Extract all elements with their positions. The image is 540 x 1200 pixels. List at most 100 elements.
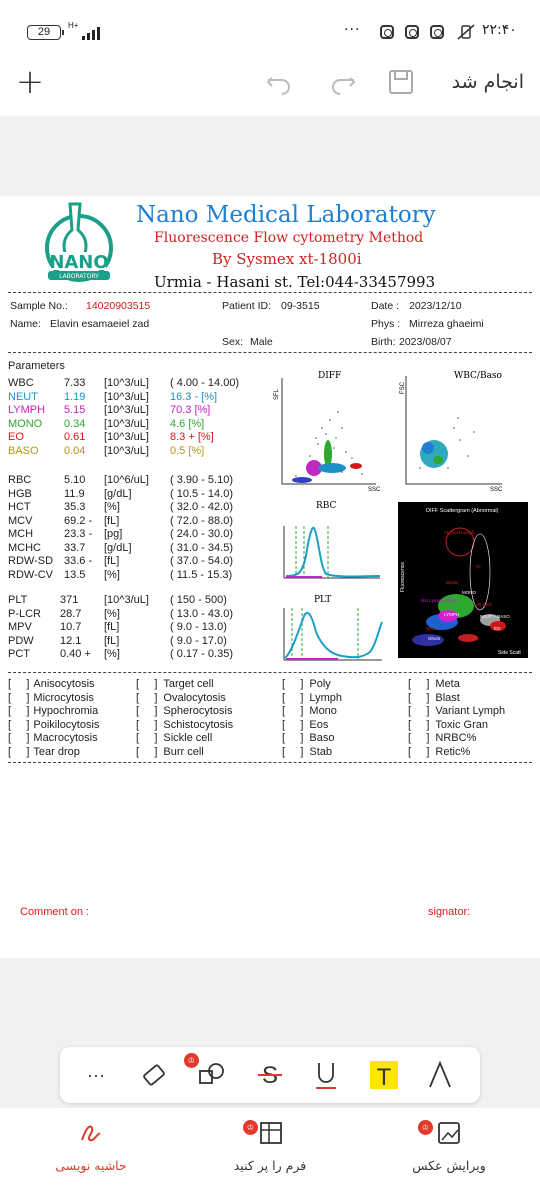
birth-label: Birth: bbox=[371, 336, 396, 348]
rbc-value-hct: 35.3 bbox=[64, 501, 86, 513]
plt-unit-p-lcr: [%] bbox=[104, 607, 120, 620]
morphology-checkbox-item: [ ] Hypochromia bbox=[8, 705, 99, 719]
wbc-range-neut: 16.3 - [%] bbox=[170, 390, 218, 403]
highlight-icon[interactable]: T bbox=[366, 1057, 402, 1093]
network-type: H+ bbox=[68, 21, 79, 30]
battery-indicator: 29 bbox=[27, 25, 64, 40]
morphology-label: Target cell bbox=[163, 678, 214, 690]
checkbox-bracket: [ ] bbox=[282, 691, 304, 704]
checkbox-bracket: [ ] bbox=[408, 732, 430, 744]
done-button[interactable]: انجام شد bbox=[451, 71, 524, 93]
checkbox-bracket: [ ] bbox=[8, 691, 30, 704]
scatter-label-lymph: LYMPH bbox=[444, 612, 459, 617]
annotation-toolbar: ··· ♔ S T bbox=[60, 1047, 480, 1103]
morphology-checkbox-item: [ ] Ovalocytosis bbox=[136, 692, 233, 706]
scatter-label-neut-baso: NEUT + BASO bbox=[480, 614, 510, 619]
morphology-label: Blast bbox=[435, 691, 460, 704]
rbc-param-units: [10^6/uL] [g/dL] [%] [fL] [pg] [g/dL] [fL] [%] bbox=[104, 474, 149, 582]
premium-badge-icon: ♔ bbox=[243, 1120, 258, 1135]
rbc-histogram: RBC bbox=[283, 501, 381, 579]
add-button[interactable]: + bbox=[15, 62, 45, 102]
rbc-unit-mch: [pg] bbox=[104, 528, 123, 540]
scatter-label-mono: MONO bbox=[462, 590, 476, 595]
comment-label: Comment on : bbox=[20, 906, 90, 918]
morphology-checkbox-item: [ ] Retic% bbox=[408, 746, 505, 760]
checkbox-bracket: [ ] bbox=[8, 718, 30, 731]
rbc-value-hgb: 11.9 bbox=[64, 487, 85, 500]
rbc-value-rdw-sd: 33.6 - bbox=[64, 555, 93, 567]
checkbox-bracket: [ ] bbox=[408, 718, 430, 731]
status-more-icon: ··· bbox=[344, 22, 361, 38]
wbc-baso-plot-title: WBC/Baso bbox=[454, 371, 502, 381]
ssc-axis-label-2: SSC bbox=[490, 487, 503, 493]
instagram-icon bbox=[405, 25, 419, 39]
wbc-value-wbc: 7.33 bbox=[64, 377, 86, 389]
plt-range-pct: ( 0.17 - 0.35) bbox=[170, 648, 233, 660]
rbc-name-mchc: MCHC bbox=[8, 541, 41, 554]
wbc-name-neut: NEUT bbox=[8, 390, 38, 403]
morphology-label: Ovalocytosis bbox=[163, 691, 226, 704]
diff-abnormal-scattergram: DIFF Scattergram (Abnormal) Fluorescence… bbox=[398, 502, 528, 658]
morphology-label: Baso bbox=[309, 732, 335, 744]
plt-value-pct: 0.40 + bbox=[60, 648, 91, 660]
morphology-label: Tear drop bbox=[33, 745, 80, 758]
more-tools-button[interactable]: ··· bbox=[87, 1064, 105, 1085]
morphology-checkbox-item: [ ] Blast bbox=[408, 692, 505, 706]
edit-image-tab[interactable]: ♔ ویرایش عکس bbox=[374, 1118, 524, 1173]
rbc-param-values: 5.10 11.9 35.3 69.2 -23.3 -33.7 33.6 -13.5 bbox=[64, 474, 92, 582]
checkbox-bracket: [ ] bbox=[136, 745, 158, 758]
rbc-param-ranges: ( 3.90 - 5.10)( 10.5 - 14.0)( 32.0 - 42.… bbox=[170, 474, 233, 582]
rbc-name-mch: MCH bbox=[8, 528, 34, 540]
annotate-icon bbox=[81, 1125, 101, 1142]
wbc-value-baso: 0.04 bbox=[64, 444, 86, 457]
checkbox-bracket: [ ] bbox=[408, 691, 430, 704]
morphology-label: Stab bbox=[309, 745, 333, 758]
clock: ۲۲:۴۰ bbox=[482, 22, 517, 38]
redo-icon[interactable] bbox=[328, 70, 356, 96]
morphology-label: Hypochromia bbox=[33, 705, 99, 717]
checkbox-bracket: [ ] bbox=[282, 678, 304, 690]
rbc-range-mchc: ( 31.0 - 34.5) bbox=[170, 541, 233, 554]
checkbox-bracket: [ ] bbox=[282, 718, 304, 731]
morphology-column-1: [ ] Anisocytosis[ ] Microcytosis[ ] Hypochr… bbox=[8, 678, 99, 759]
scattergram-title: DIFF Scattergram (Abnormal) bbox=[426, 508, 499, 514]
rbc-value-mchc: 33.7 bbox=[64, 541, 86, 554]
patient-id: 09-3515 bbox=[281, 300, 320, 312]
rbc-range-rdw-cv: ( 11.5 - 15.3) bbox=[170, 568, 233, 581]
shapes-icon[interactable] bbox=[194, 1057, 230, 1093]
wbc-unit-neut: [10^3/uL] bbox=[104, 390, 149, 403]
rbc-name-rdw-sd: RDW-SD bbox=[8, 555, 54, 567]
undo-icon[interactable] bbox=[266, 70, 294, 96]
sex-label: Sex: bbox=[222, 336, 244, 348]
morphology-checkbox-item: [ ] Microcytosis bbox=[8, 692, 99, 706]
wbc-unit-wbc: [10^3/uL] bbox=[104, 377, 149, 389]
morphology-label: Microcytosis bbox=[33, 691, 94, 704]
pen-icon[interactable] bbox=[422, 1057, 458, 1093]
checkbox-bracket: [ ] bbox=[136, 678, 158, 690]
checkbox-bracket: [ ] bbox=[408, 678, 430, 690]
morphology-checkbox-item: [ ] Tear drop bbox=[8, 746, 99, 760]
document-canvas[interactable]: NANO LABORATORY Nano Medical Laboratory … bbox=[0, 116, 540, 958]
morphology-checkbox-item: [ ] Burr cell bbox=[136, 746, 233, 760]
rbc-value-rdw-cv: 13.5 bbox=[64, 568, 86, 581]
scatter-label-abn-lymph: Abn Lymph/ Blasts bbox=[420, 598, 458, 603]
plt-unit-mpv: [fL] bbox=[104, 621, 120, 633]
rbc-unit-hct: [%] bbox=[104, 501, 120, 513]
annotate-tab[interactable]: حاشیه نویسی bbox=[16, 1118, 166, 1173]
method-subtitle: Fluorescence Flow cytometry Method bbox=[154, 230, 424, 246]
wbc-name-baso: BASO bbox=[8, 444, 39, 457]
morphology-checkbox-item: [ ] Target cell bbox=[136, 678, 233, 692]
sample-number: 14020903515 bbox=[86, 300, 151, 312]
morphology-label: Poly bbox=[309, 678, 331, 690]
strikethrough-icon[interactable]: S bbox=[252, 1057, 288, 1093]
checkbox-bracket: [ ] bbox=[282, 745, 304, 758]
morphology-column-4: [ ] Meta [ ] Blast [ ] Variant Lymph [ ] Toxic … bbox=[408, 678, 505, 759]
save-icon[interactable] bbox=[388, 68, 414, 96]
eraser-icon[interactable] bbox=[136, 1057, 172, 1093]
morphology-checkbox-item: [ ] NRBC% bbox=[408, 732, 505, 746]
device-subtitle: By Sysmex xt-1800i bbox=[212, 250, 362, 268]
physician-name: Mirreza ghaeimi bbox=[409, 318, 484, 330]
fill-form-tab[interactable]: ♔ فرم را پر کنید bbox=[195, 1118, 345, 1173]
plt-param-names: PLT P-LCR MPV PDW PCT bbox=[8, 594, 41, 662]
underline-icon[interactable] bbox=[308, 1057, 344, 1093]
